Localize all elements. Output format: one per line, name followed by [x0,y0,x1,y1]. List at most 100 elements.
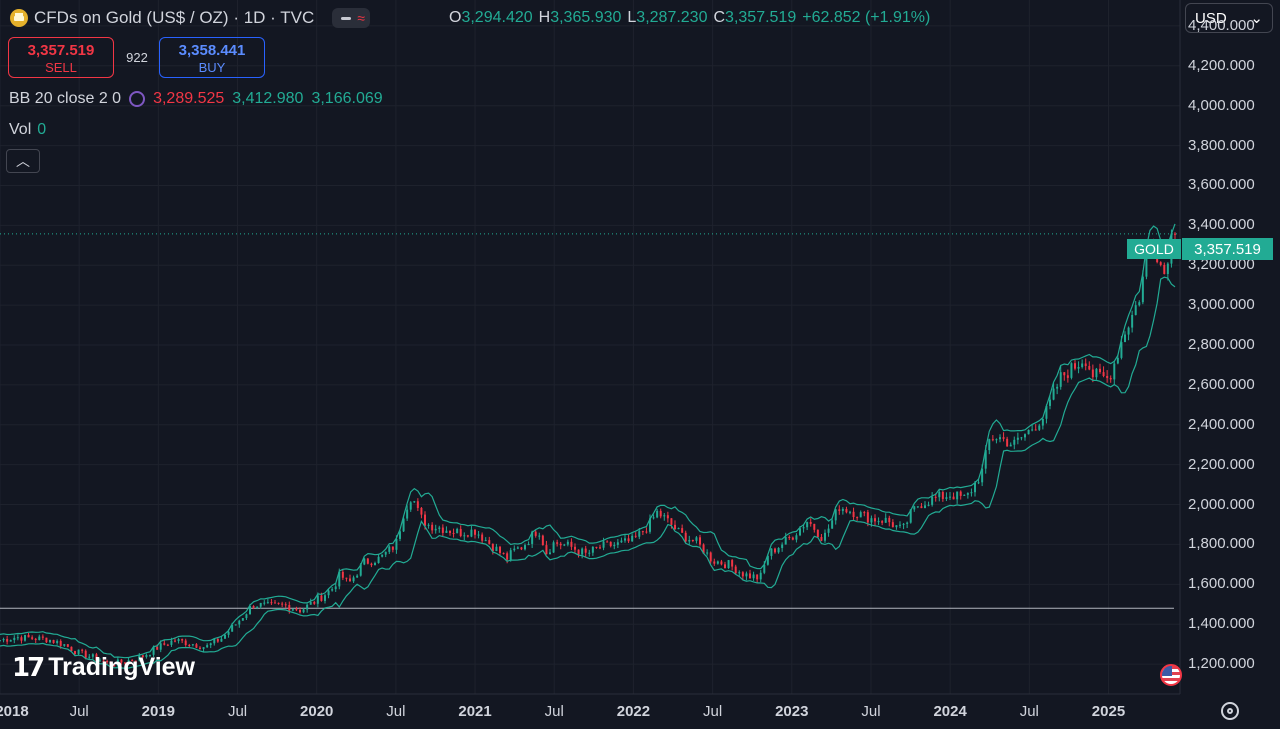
candle-body [934,496,937,498]
candle-body [688,540,691,542]
bb-indicator-legend[interactable]: BB 20 close 2 0 3,289.525 3,412.980 3,16… [9,90,383,108]
gear-icon[interactable] [1221,702,1239,720]
candle-body [491,543,494,552]
candle-body [695,537,698,541]
us-flag-icon[interactable] [1160,664,1182,686]
candle-body [820,537,823,541]
candle-body [881,521,884,523]
candle-body [556,542,559,544]
candle-body [356,575,359,578]
candle-body [759,572,762,580]
candle-body [427,524,430,526]
collapse-legend-button[interactable]: ︿ [6,149,40,173]
candle-body [1091,369,1094,378]
chart-type-toggle[interactable]: ≈ [332,8,370,28]
candle-body [816,529,819,538]
candle-body [727,560,730,569]
candle-body [1070,363,1073,378]
candle-body [649,518,651,532]
candle-body [381,554,384,557]
sell-button[interactable]: 3,357.519 SELL [8,37,114,78]
candle-body [206,645,209,648]
candle-body [481,534,484,541]
candle-body [1166,263,1169,275]
candle-body [870,518,873,523]
chevron-down-icon: ⌄ [1250,10,1263,27]
price-tick-label: 2,200.000 [1188,455,1255,473]
candle-body [570,541,573,547]
buy-price: 3,358.441 [178,42,246,59]
candle-body [991,439,994,441]
candle-body [774,548,776,553]
price-tick-label: 2,600.000 [1188,375,1255,393]
candle-body [256,606,259,608]
gold-bar-icon [10,9,28,27]
vol-label[interactable]: Vol [9,121,32,138]
currency-select[interactable]: USD ⌄ [1185,3,1273,33]
candle-body [302,609,305,613]
candle-body [249,606,251,615]
candle-body [24,634,26,641]
candle-body [259,602,262,607]
candle-body [1163,264,1166,275]
candle-body [0,640,1,642]
candle-body [1009,444,1012,447]
candle-body [509,550,512,560]
candle-body [399,531,401,539]
candle-body [316,595,319,604]
price-tick-label: 1,400.000 [1188,615,1255,633]
candle-body [66,644,69,647]
candle-body [470,529,473,537]
candle-body [1031,429,1034,431]
candle-body [959,491,962,496]
candle-series [0,229,1176,668]
price-tick-label: 3,800.000 [1188,136,1255,154]
candle-body [874,518,876,522]
symbol-title[interactable]: CFDs on Gold (US$ / OZ) · 1D · TVC [34,8,315,27]
candle-body [374,562,376,566]
candle-body [166,644,169,646]
candle-body [827,528,830,533]
candle-body [791,537,794,540]
candle-body [338,571,341,587]
symbol-header[interactable]: CFDs on Gold (US$ / OZ) · 1D · TVC ≈ [10,7,370,29]
candle-body [145,654,148,657]
candle-body [963,494,966,496]
candle-body [777,547,780,553]
candle-body [41,636,44,638]
price-tick-label: 4,400.000 [1188,16,1255,34]
bb-upper-band [0,223,1176,659]
candle-body [431,524,434,531]
bb-label[interactable]: BB 20 close 2 0 [9,90,122,107]
candle-body [74,651,76,654]
candle-body [766,555,769,565]
candle-body [1020,437,1023,439]
candle-body [574,546,576,550]
candle-body [441,527,444,533]
candle-body [306,604,309,610]
buy-button[interactable]: 3,358.441 BUY [159,37,265,78]
candle-body [324,595,326,601]
minus-icon[interactable] [341,16,352,20]
wave-icon[interactable]: ≈ [357,10,365,26]
candle-body [1077,366,1080,369]
candle-body [999,437,1001,440]
candle-body [677,528,680,530]
candle-body [295,609,298,611]
volume-legend[interactable]: Vol 0 [9,121,46,139]
candle-body [234,624,237,626]
candle-body [113,665,116,667]
candle-body [591,546,594,553]
candle-body [99,660,101,662]
candle-body [531,531,534,544]
candle-body [291,609,294,611]
candle-body [1052,388,1055,400]
candle-body [652,517,655,519]
time-tick-label: Jul [544,703,564,720]
candle-body [227,631,230,635]
time-tick-label: Jul [703,703,723,720]
candle-body [1113,363,1116,380]
candle-body [56,640,59,644]
candle-body [77,649,80,654]
